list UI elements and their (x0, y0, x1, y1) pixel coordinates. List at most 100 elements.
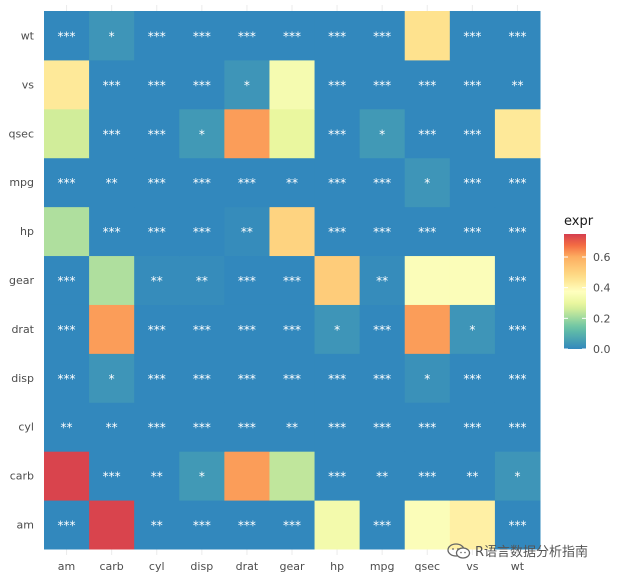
legend-title: expr (564, 214, 594, 229)
tile-cyl-carb (89, 402, 135, 452)
tile-carb-mpg (359, 451, 406, 501)
signif-label-qsec-carb: *** (103, 127, 121, 141)
tile-mpg-wt (494, 157, 541, 208)
signif-label-qsec-hp: *** (328, 127, 346, 141)
x-tick-disp: disp (190, 560, 213, 573)
tile-vs-disp (179, 59, 225, 110)
signif-label-vs-vs: *** (463, 78, 481, 92)
signif-label-gear-drat: *** (238, 274, 256, 288)
signif-label-cyl-mpg: *** (373, 421, 391, 435)
signif-label-vs-mpg: *** (373, 78, 391, 92)
signif-label-disp-drat: *** (238, 372, 256, 386)
tile-carb-drat (224, 451, 270, 501)
signif-label-gear-wt: *** (508, 274, 526, 288)
tile-drat-wt (494, 304, 541, 354)
signif-label-disp-wt: *** (508, 372, 526, 386)
x-tick-drat: drat (236, 560, 259, 573)
tile-carb-cyl (134, 451, 180, 501)
signif-label-cyl-wt: *** (508, 421, 526, 435)
signif-label-carb-disp: * (199, 470, 205, 484)
x-tick-hp: hp (330, 560, 344, 573)
signif-label-drat-hp: * (334, 323, 340, 337)
signif-label-drat-cyl: *** (148, 323, 166, 337)
tile-mpg-carb (89, 157, 135, 208)
tile-drat-vs (449, 304, 496, 354)
tiles: *** ** *** *** *** *** ****** ** * *** ** *** ** *** *… (44, 11, 541, 550)
signif-label-am-gear: *** (283, 519, 301, 533)
tile-hp-wt (494, 206, 541, 257)
signif-label-mpg-wt: *** (508, 176, 526, 190)
signif-label-mpg-disp: *** (193, 176, 211, 190)
signif-label-drat-vs: * (469, 323, 475, 337)
tile-qsec-wt (494, 108, 541, 159)
tile-am-gear (269, 500, 316, 550)
legend-tick-0.2: 0.2 (593, 312, 611, 325)
signif-label-cyl-drat: *** (238, 421, 256, 435)
signif-label-mpg-qsec: * (424, 176, 430, 190)
signif-label-cyl-hp: *** (328, 421, 346, 435)
tile-wt-drat (224, 11, 270, 61)
signif-label-cyl-cyl: *** (148, 421, 166, 435)
signif-label-hp-qsec: *** (418, 225, 436, 239)
tile-mpg-hp (314, 157, 361, 208)
x-tick-carb: carb (99, 560, 123, 573)
tile-gear-gear (269, 255, 316, 305)
signif-label-wt-carb: * (109, 29, 115, 43)
signif-label-disp-cyl: *** (148, 372, 166, 386)
tile-vs-wt (494, 59, 541, 110)
tile-wt-cyl (134, 11, 180, 61)
signif-label-cyl-am: ** (61, 421, 73, 435)
signif-label-disp-disp: *** (193, 372, 211, 386)
signif-label-drat-am: *** (58, 323, 76, 337)
tile-cyl-drat (224, 402, 270, 452)
tile-am-drat (224, 500, 270, 550)
tile-drat-gear (269, 304, 316, 354)
signif-label-vs-cyl: *** (148, 78, 166, 92)
signif-label-hp-disp: *** (193, 225, 211, 239)
signif-label-disp-qsec: * (424, 372, 430, 386)
tile-vs-hp (314, 59, 361, 110)
signif-label-am-mpg: *** (373, 519, 391, 533)
tile-carb-vs (449, 451, 496, 501)
tile-vs-cyl (134, 59, 180, 110)
tile-gear-disp (179, 255, 225, 305)
signif-label-carb-hp: *** (328, 470, 346, 484)
tile-am-mpg (359, 500, 406, 550)
tile-gear-carb (89, 255, 135, 305)
y-tick-carb: carb (10, 470, 34, 483)
signif-label-mpg-mpg: *** (373, 176, 391, 190)
signif-label-gear-disp: ** (196, 274, 208, 288)
y-tick-gear: gear (9, 274, 34, 287)
tile-vs-vs (449, 59, 496, 110)
signif-label-disp-gear: *** (283, 372, 301, 386)
signif-label-mpg-carb: ** (106, 176, 118, 190)
signif-label-mpg-am: *** (58, 176, 76, 190)
signif-label-mpg-hp: *** (328, 176, 346, 190)
signif-label-carb-vs: ** (466, 470, 478, 484)
signif-label-mpg-gear: ** (286, 176, 298, 190)
tile-carb-qsec (404, 451, 451, 501)
y-tick-drat: drat (11, 323, 34, 336)
signif-label-carb-cyl: ** (151, 470, 163, 484)
tile-am-qsec (404, 500, 451, 550)
tile-am-disp (179, 500, 225, 550)
legend: expr 0.0 0.2 0.4 0.6 (564, 214, 611, 356)
watermark-text: R语言数据分析指南 (475, 545, 589, 560)
signif-label-qsec-qsec: *** (418, 127, 436, 141)
tile-am-carb (89, 500, 135, 550)
signif-label-qsec-mpg: * (379, 127, 385, 141)
tile-vs-mpg (359, 59, 406, 110)
tile-qsec-vs (449, 108, 496, 159)
x-tick-gear: gear (279, 560, 304, 573)
tile-vs-carb (89, 59, 135, 110)
tile-cyl-hp (314, 402, 361, 452)
tile-hp-disp (179, 206, 225, 257)
tile-hp-hp (314, 206, 361, 257)
tile-drat-drat (224, 304, 270, 354)
tile-drat-mpg (359, 304, 406, 354)
signif-label-vs-hp: *** (328, 78, 346, 92)
watermark: R语言数据分析指南 (447, 541, 588, 560)
signif-label-hp-hp: *** (328, 225, 346, 239)
signif-label-drat-drat: *** (238, 323, 256, 337)
tile-cyl-mpg (359, 402, 406, 452)
